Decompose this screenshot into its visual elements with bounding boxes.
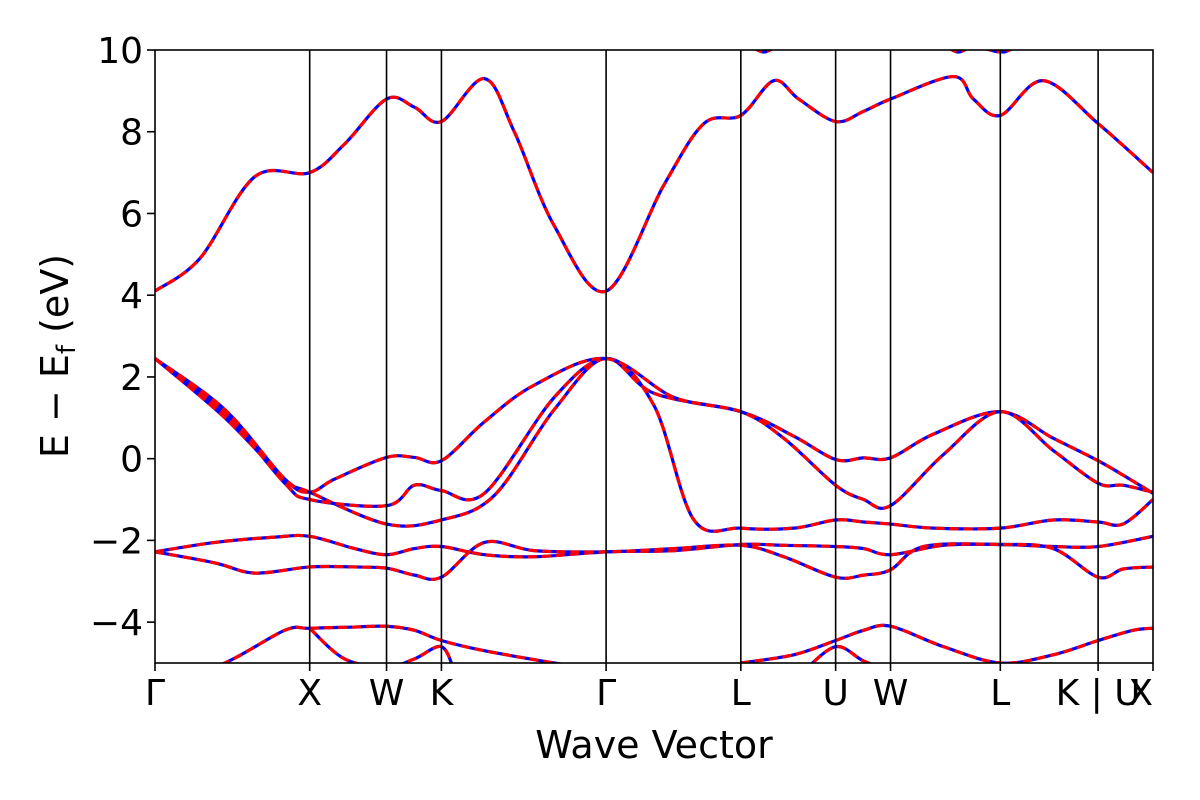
y-tick-label: 6: [120, 194, 143, 235]
x-tick-label: L: [731, 673, 751, 714]
y-tick-label: 4: [120, 276, 143, 317]
x-tick-label: W: [873, 673, 909, 714]
band-line-red: [155, 356, 1153, 533]
x-tick-label: K: [430, 673, 455, 714]
band-line-red: [155, 356, 1153, 510]
band-line-blue: [155, 74, 1153, 294]
y-tick-label: 8: [120, 113, 143, 154]
y-tick-label: −4: [90, 603, 143, 644]
x-tick-label: Γ: [145, 673, 165, 714]
x-tick-label: K | U: [1056, 673, 1141, 714]
band-line-blue: [155, 533, 1153, 559]
y-tick-label: 2: [120, 358, 143, 399]
band-line-blue: [754, 50, 774, 54]
x-axis-title: Wave Vector: [535, 723, 773, 767]
y-tick-label: 10: [97, 31, 143, 72]
y-axis-ticks: −4 −2 0 2 4 6 8 10: [90, 31, 155, 644]
band-line-red: [740, 623, 1153, 663]
x-tick-label: Γ: [596, 673, 616, 714]
plot-frame: [154, 49, 1154, 664]
y-tick-label: −2: [90, 521, 143, 562]
band-line-blue: [155, 356, 1153, 510]
band-line-blue: [993, 50, 1013, 54]
x-tick-label: L: [990, 673, 1010, 714]
band-line-blue: [948, 50, 968, 54]
x-tick-label: U: [822, 673, 848, 714]
x-tick-label: X: [1128, 673, 1153, 714]
band-line-red: [155, 533, 1153, 559]
y-axis-title: E − Ef (eV): [33, 254, 82, 458]
band-line-blue: [155, 539, 1153, 581]
band-line-red: [155, 356, 1153, 508]
k-point-lines: [308, 50, 1099, 663]
x-tick-label: W: [369, 673, 405, 714]
band-line-red: [308, 627, 454, 663]
band-line-red: [155, 539, 1153, 581]
band-line-red: [155, 74, 1153, 294]
bands-layer: [155, 50, 1153, 663]
band-line-red: [810, 645, 873, 663]
x-tick-label: X: [297, 673, 322, 714]
y-tick-label: 0: [120, 440, 143, 481]
band-line-blue: [155, 356, 1153, 508]
